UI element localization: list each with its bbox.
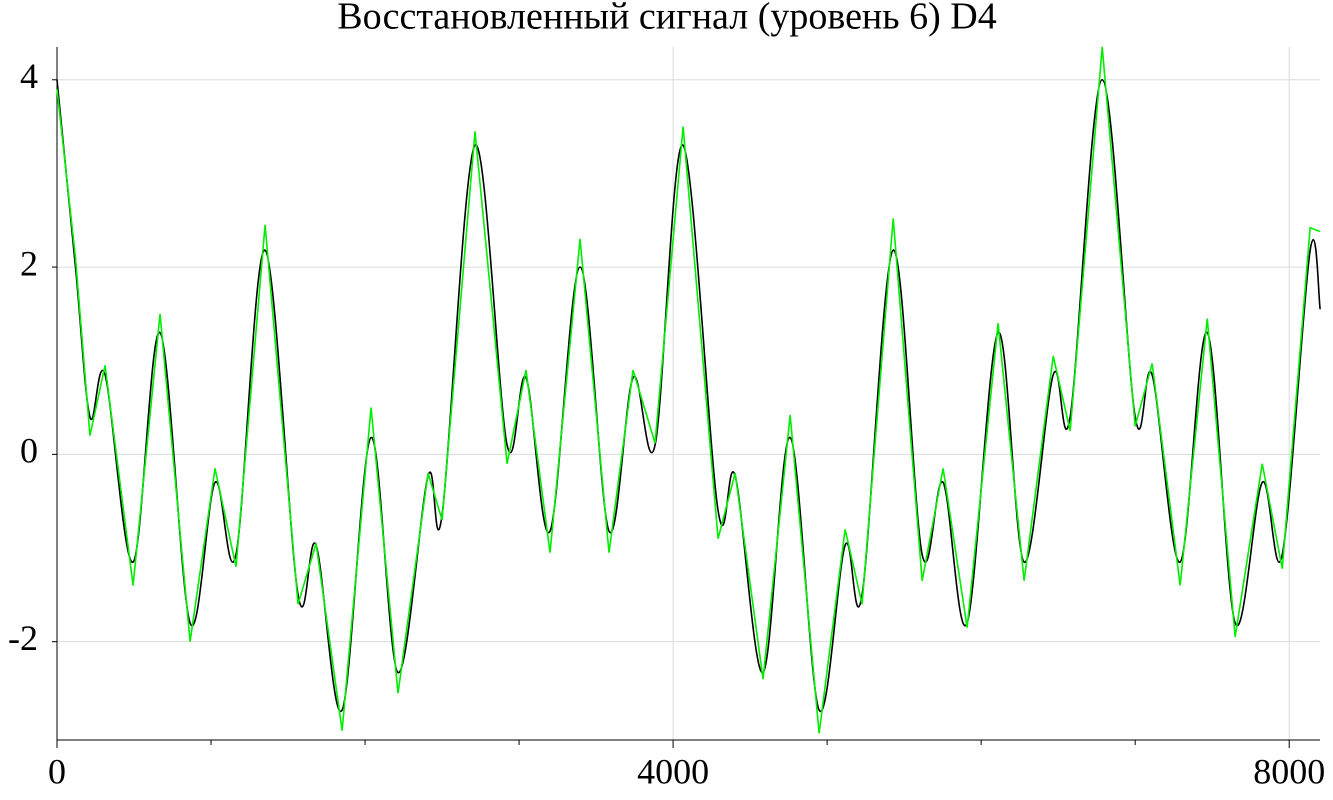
data-line — [56, 78, 1321, 713]
chart-title: Восстановленный сигнал (уровень 6) D4 — [337, 0, 996, 38]
y-tick-label: 2 — [20, 243, 38, 283]
y-tick-label: -2 — [8, 618, 38, 658]
y-tick-label: 0 — [20, 431, 38, 471]
x-tick-label: 4000 — [637, 751, 709, 791]
y-tick-label: 4 — [20, 56, 38, 96]
x-tick-label: 0 — [48, 751, 66, 791]
data-line — [56, 46, 1321, 734]
x-tick-label: 8000 — [1253, 751, 1325, 791]
